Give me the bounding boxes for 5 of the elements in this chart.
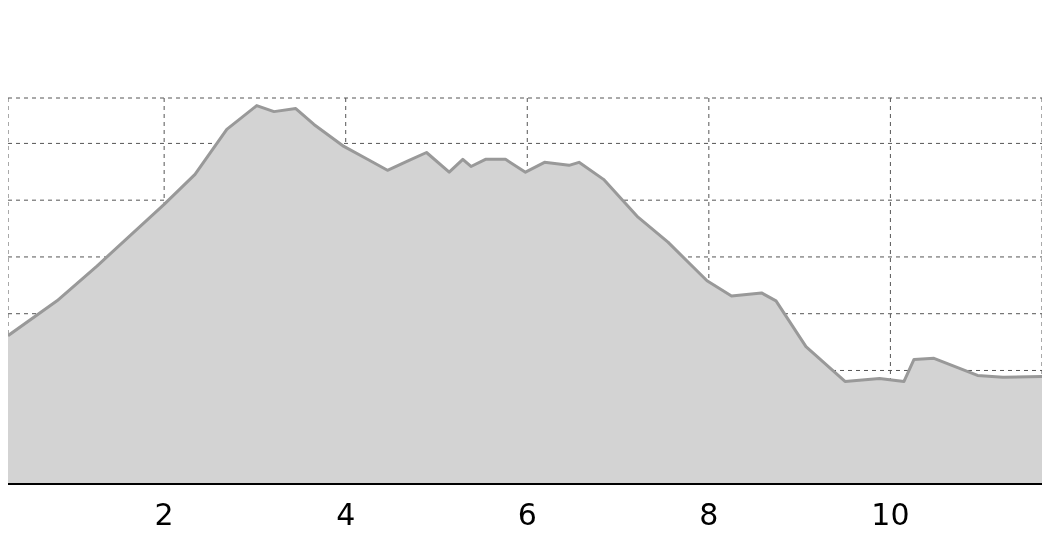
x-tick-label: 2 [154, 497, 174, 533]
x-tick-label: 8 [699, 497, 719, 533]
x-tick-label: 6 [517, 497, 537, 533]
x-tick-label: 10 [871, 497, 910, 533]
x-tick-label: 4 [336, 497, 356, 533]
